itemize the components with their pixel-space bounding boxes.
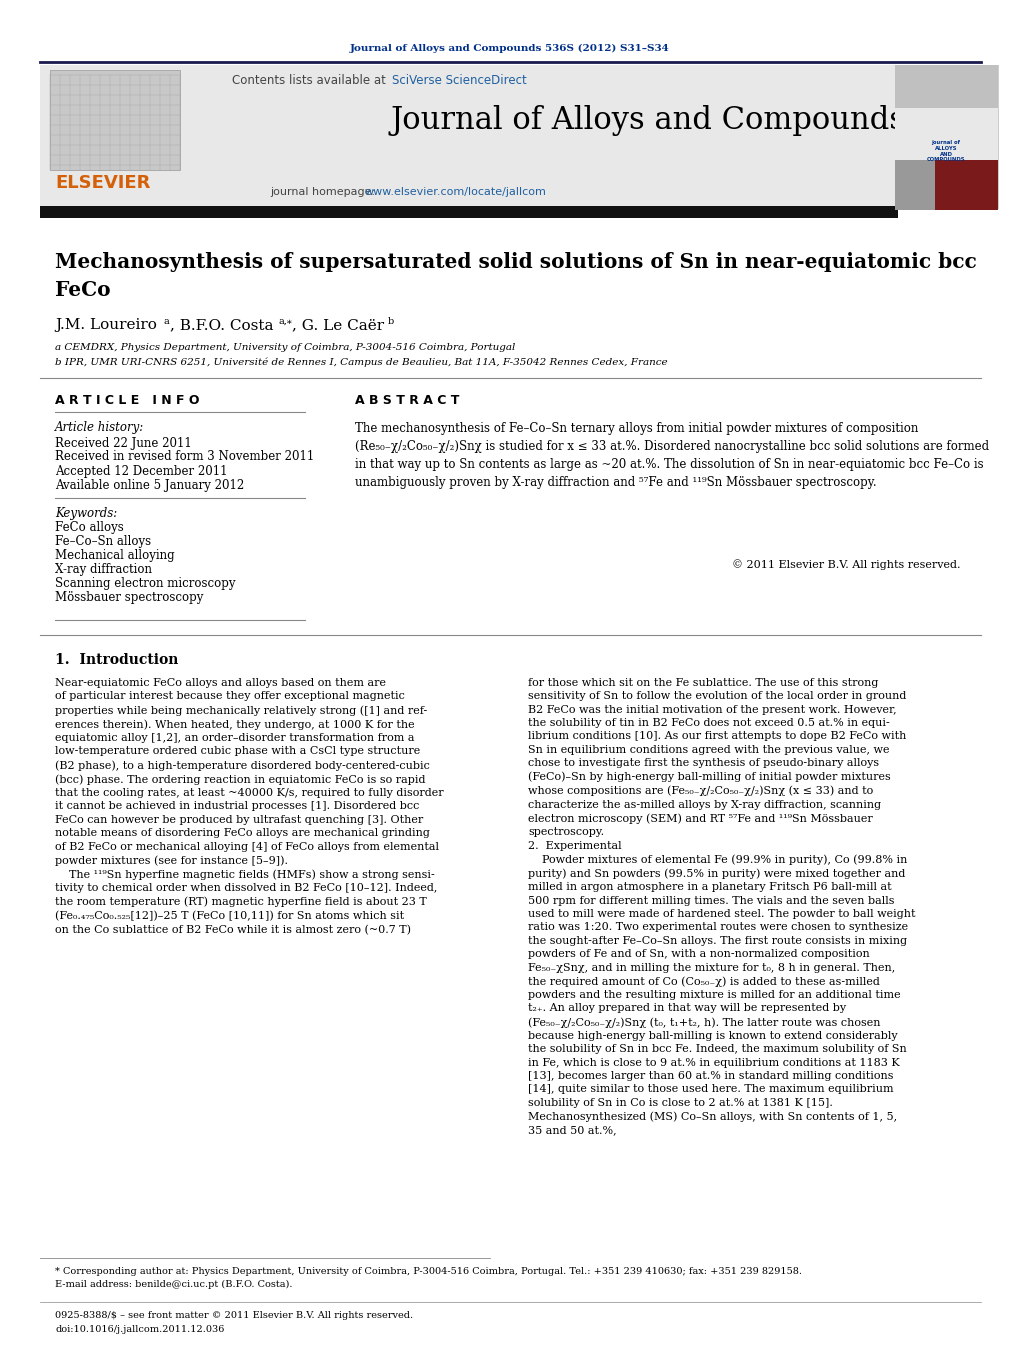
Text: X-ray diffraction: X-ray diffraction	[55, 562, 152, 576]
Text: journal homepage:: journal homepage:	[270, 186, 379, 197]
Bar	[895, 65, 998, 208]
Text: Journal of Alloys and Compounds 536S (2012) S31–S34: Journal of Alloys and Compounds 536S (20…	[350, 43, 670, 53]
Text: A R T I C L E   I N F O: A R T I C L E I N F O	[55, 393, 199, 407]
Bar	[895, 135, 935, 209]
Bar	[935, 135, 998, 209]
Text: Mössbauer spectroscopy: Mössbauer spectroscopy	[55, 590, 203, 604]
Text: © 2011 Elsevier B.V. All rights reserved.: © 2011 Elsevier B.V. All rights reserved…	[731, 559, 960, 570]
Text: The mechanosynthesis of Fe–Co–Sn ternary alloys from initial powder mixtures of : The mechanosynthesis of Fe–Co–Sn ternary…	[355, 422, 989, 489]
Bar	[895, 65, 998, 176]
Text: Fe–Co–Sn alloys: Fe–Co–Sn alloys	[55, 535, 151, 547]
Text: J.M. Loureiro: J.M. Loureiro	[55, 317, 157, 332]
Text: Received 22 June 2011: Received 22 June 2011	[55, 436, 192, 450]
Text: a: a	[163, 316, 168, 326]
Bar	[50, 70, 180, 170]
Text: * Corresponding author at: Physics Department, University of Coimbra, P-3004-516: * Corresponding author at: Physics Depar…	[55, 1267, 803, 1277]
Text: Scanning electron microscopy: Scanning electron microscopy	[55, 577, 236, 589]
Bar	[895, 108, 998, 159]
Text: journal of
ALLOYS
AND
COMPOUNDS: journal of ALLOYS AND COMPOUNDS	[927, 141, 965, 162]
Text: b: b	[388, 316, 394, 326]
Text: b IPR, UMR URI-CNRS 6251, Université de Rennes I, Campus de Beaulieu, Bat 11A, F: b IPR, UMR URI-CNRS 6251, Université de …	[55, 357, 668, 366]
Text: Article history:: Article history:	[55, 422, 144, 435]
Text: Received in revised form 3 November 2011: Received in revised form 3 November 2011	[55, 450, 314, 463]
Text: Available online 5 January 2012: Available online 5 January 2012	[55, 478, 244, 492]
Text: , G. Le Caër: , G. Le Caër	[292, 317, 384, 332]
Text: , B.F.O. Costa: , B.F.O. Costa	[171, 317, 274, 332]
Text: FeCo: FeCo	[55, 280, 110, 300]
Text: Mechanical alloying: Mechanical alloying	[55, 549, 175, 562]
Text: www.elsevier.com/locate/jallcom: www.elsevier.com/locate/jallcom	[364, 186, 547, 197]
Text: Accepted 12 December 2011: Accepted 12 December 2011	[55, 465, 228, 477]
Text: ELSEVIER: ELSEVIER	[55, 174, 150, 192]
Text: a,⁎: a,⁎	[278, 316, 292, 326]
Bar	[40, 65, 898, 209]
Text: for those which sit on the Fe sublattice. The use of this strong
sensitivity of : for those which sit on the Fe sublattice…	[528, 678, 916, 1135]
Text: doi:10.1016/j.jallcom.2011.12.036: doi:10.1016/j.jallcom.2011.12.036	[55, 1325, 225, 1335]
Text: FeCo alloys: FeCo alloys	[55, 520, 124, 534]
Text: a CEMDRX, Physics Department, University of Coimbra, P-3004-516 Coimbra, Portuga: a CEMDRX, Physics Department, University…	[55, 343, 516, 353]
Text: Keywords:: Keywords:	[55, 507, 117, 520]
Text: Contents lists available at: Contents lists available at	[233, 73, 390, 86]
Text: A B S T R A C T: A B S T R A C T	[355, 393, 459, 407]
Text: Near-equiatomic FeCo alloys and alloys based on them are
of particular interest : Near-equiatomic FeCo alloys and alloys b…	[55, 678, 444, 935]
Bar	[40, 205, 898, 218]
Text: 1.  Introduction: 1. Introduction	[55, 653, 179, 667]
Text: Mechanosynthesis of supersaturated solid solutions of Sn in near-equiatomic bcc: Mechanosynthesis of supersaturated solid…	[55, 253, 977, 272]
Text: SciVerse ScienceDirect: SciVerse ScienceDirect	[392, 73, 527, 86]
Text: E-mail address: benilde@ci.uc.pt (B.F.O. Costa).: E-mail address: benilde@ci.uc.pt (B.F.O.…	[55, 1279, 292, 1289]
Text: Journal of Alloys and Compounds: Journal of Alloys and Compounds	[390, 104, 905, 135]
Text: 0925-8388/$ – see front matter © 2011 Elsevier B.V. All rights reserved.: 0925-8388/$ – see front matter © 2011 El…	[55, 1312, 414, 1320]
